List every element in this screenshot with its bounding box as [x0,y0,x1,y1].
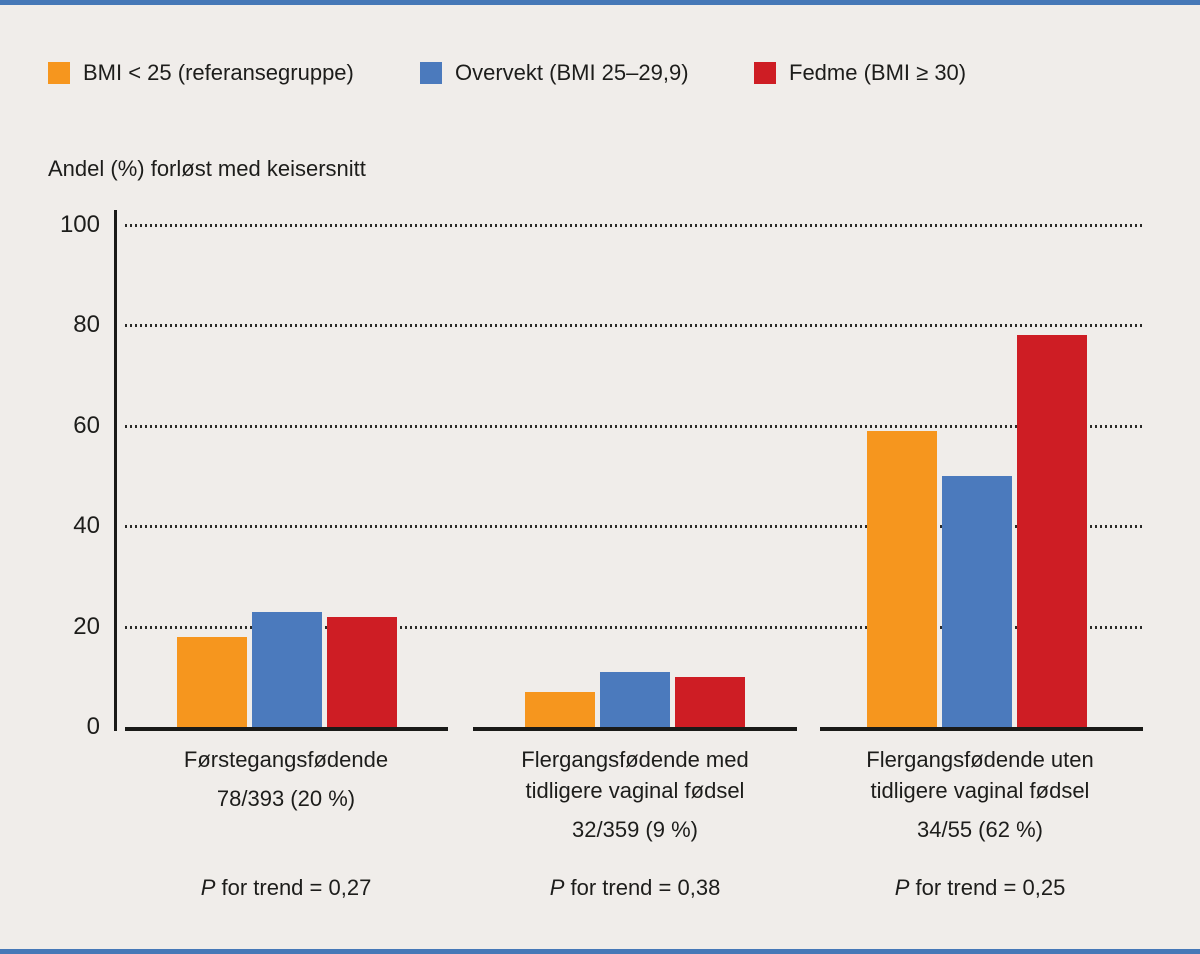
group-name-line2: tidligere vaginal fødsel [525,778,745,803]
group-count: 32/359 (9 %) [572,817,698,842]
group-name-line1: Førstegangsfødende [183,747,389,772]
group-name-line1: Flergangsfødende med [521,747,749,772]
group-label-forstegangsfodende: Førstegangsfødende 78/393 (20 %) [116,744,456,814]
legend-swatch-orange [48,62,70,84]
bar-group2-series3 [675,676,745,727]
p-for-trend-group1: P for trend = 0,27 [200,875,372,900]
group-label-flergangs-uten: Flergangsfødende uten tidligere vaginal … [810,744,1150,845]
bar-group2-series2 [600,671,670,727]
gridline-100 [125,224,1145,227]
legend-label: BMI < 25 (referansegruppe) [83,60,354,85]
bar-group2-series1 [525,691,595,727]
legend-item-overvekt: Overvekt (BMI 25–29,9) [420,60,689,86]
y-tick-100: 100 [59,211,100,238]
y-tick-80: 80 [73,311,100,339]
gridline-60 [125,424,1145,428]
bar-group1-series2 [251,611,322,727]
x-baseline-group2 [473,727,797,731]
legend-item-bmi-under-25: BMI < 25 (referansegruppe) [48,60,354,86]
group-name-line2: tidligere vaginal fødsel [870,778,1090,803]
y-axis-line [114,210,117,731]
y-tick-60: 60 [73,411,100,439]
bar-group1-series3 [326,616,397,727]
legend-label: Overvekt (BMI 25–29,9) [455,60,689,85]
top-border-line [0,0,1200,5]
y-tick-20: 20 [73,612,100,640]
bar-group3-series1 [867,430,937,727]
bar-group3-series3 [1017,335,1087,727]
group-name-line1: Flergangsfødende uten [866,747,1094,772]
x-baseline-group3 [820,727,1143,731]
group-count: 34/55 (62 %) [917,817,1043,842]
p-for-trend-group3: P for trend = 0,25 [894,875,1066,900]
group-count: 78/393 (20 %) [216,786,356,811]
gridline-80 [125,324,1145,328]
y-axis-title: Andel (%) forløst med keisersnitt [48,156,366,181]
y-tick-0: 0 [86,713,100,740]
gridline-20 [125,625,1145,629]
bar-group1-series1 [176,636,247,727]
legend-swatch-blue [420,62,442,84]
x-baseline-group1 [125,727,448,731]
y-tick-40: 40 [73,512,100,540]
group-label-flergangs-med: Flergangsfødende med tidligere vaginal f… [465,744,805,845]
legend-item-fedme: Fedme (BMI ≥ 30) [754,60,966,86]
legend-swatch-red [754,62,776,84]
legend-label: Fedme (BMI ≥ 30) [789,60,967,85]
bar-group3-series2 [942,476,1012,727]
gridline-40 [125,525,1145,529]
p-for-trend-group2: P for trend = 0,38 [549,875,721,900]
bottom-border-line [0,949,1200,954]
